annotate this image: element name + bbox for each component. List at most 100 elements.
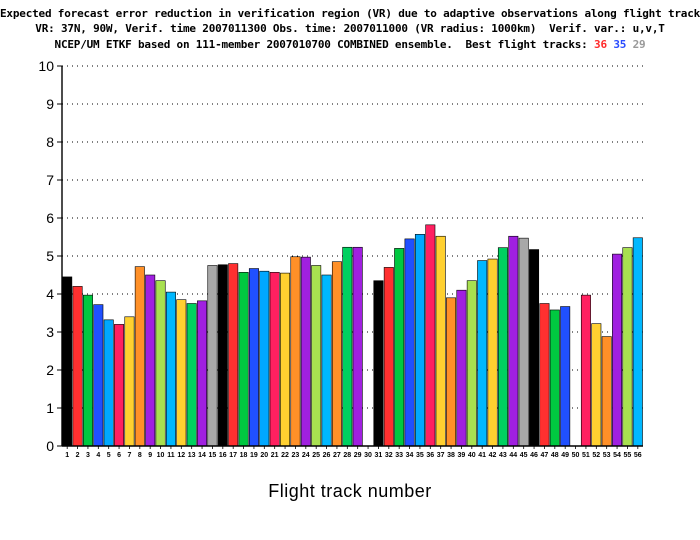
bar-56	[632, 237, 643, 447]
bar-21	[269, 272, 280, 447]
bar-54	[612, 253, 623, 447]
y-tick-label-5: 5	[46, 248, 54, 264]
best-track-3: 29	[632, 38, 646, 51]
x-tick-label-47: 47	[541, 452, 549, 459]
y-tick-label-8: 8	[46, 134, 54, 150]
bar-48	[549, 309, 560, 447]
x-tick-label-4: 4	[96, 452, 100, 459]
bar-4	[93, 304, 104, 447]
x-tick-label-30: 30	[364, 452, 372, 459]
bar-7	[124, 316, 135, 447]
x-tick-label-14: 14	[198, 452, 206, 459]
x-tick-label-35: 35	[416, 452, 424, 459]
x-tick-label-1: 1	[65, 452, 69, 459]
x-tick-label-23: 23	[292, 452, 300, 459]
x-tick-label-52: 52	[592, 452, 600, 459]
bar-19	[248, 268, 259, 447]
x-tick-label-24: 24	[302, 452, 310, 459]
x-tick-label-33: 33	[395, 452, 403, 459]
x-tick-label-46: 46	[530, 452, 538, 459]
bar-6	[114, 324, 125, 447]
x-tick-label-25: 25	[312, 452, 320, 459]
bar-18	[238, 272, 249, 447]
bar-37	[435, 235, 446, 447]
x-tick-label-18: 18	[240, 452, 248, 459]
y-tick-label-10: 10	[38, 58, 54, 74]
x-tick-label-19: 19	[250, 452, 258, 459]
bar-24	[300, 256, 311, 447]
bar-47	[539, 303, 550, 447]
x-tick-label-27: 27	[333, 452, 341, 459]
x-tick-label-2: 2	[76, 452, 80, 459]
x-tick-label-48: 48	[551, 452, 559, 459]
x-tick-label-22: 22	[281, 452, 289, 459]
bar-15	[207, 265, 218, 447]
bar-12	[176, 299, 187, 447]
bar-51	[580, 294, 591, 447]
y-tick-label-9: 9	[46, 96, 54, 112]
x-tick-label-55: 55	[624, 452, 632, 459]
bar-28	[342, 246, 353, 447]
x-tick-label-10: 10	[157, 452, 165, 459]
bar-41	[477, 260, 488, 447]
bar-46	[529, 249, 540, 447]
bar-35	[414, 234, 425, 447]
x-tick-label-36: 36	[426, 452, 434, 459]
x-tick-label-28: 28	[343, 452, 351, 459]
chart-title-line-2: VR: 37N, 90W, Verif. time 2007011300 Obs…	[35, 22, 665, 35]
y-tick-label-2: 2	[46, 362, 54, 378]
bar-55	[622, 247, 633, 447]
x-tick-label-39: 39	[458, 452, 466, 459]
x-tick-label-21: 21	[271, 452, 279, 459]
x-tick-label-11: 11	[167, 452, 175, 459]
bar-39	[456, 289, 467, 447]
x-tick-label-37: 37	[437, 452, 445, 459]
bar-11	[165, 291, 176, 447]
x-tick-label-54: 54	[613, 452, 621, 459]
bar-26	[321, 274, 332, 447]
bar-34	[404, 238, 415, 447]
bar-27	[331, 261, 342, 447]
bar-49	[560, 306, 571, 447]
bar-45	[518, 237, 529, 447]
bar-8	[134, 266, 145, 447]
x-tick-label-6: 6	[117, 452, 121, 459]
x-tick-label-44: 44	[509, 452, 517, 459]
x-tick-label-41: 41	[478, 452, 486, 459]
chart-title-line-1: Expected forecast error reduction in ver…	[0, 7, 700, 20]
x-tick-label-31: 31	[375, 452, 383, 459]
x-tick-label-32: 32	[385, 452, 393, 459]
bar-2	[72, 286, 83, 447]
x-tick-label-16: 16	[219, 452, 227, 459]
bar-38	[446, 297, 457, 447]
bar-14	[197, 300, 208, 447]
bar-17	[228, 263, 239, 447]
bar-29	[352, 246, 363, 447]
bar-13	[186, 303, 197, 447]
bar-44	[508, 235, 519, 447]
bar-16	[217, 264, 228, 447]
x-tick-label-50: 50	[572, 452, 580, 459]
x-tick-label-26: 26	[323, 452, 331, 459]
x-tick-label-56: 56	[634, 452, 642, 459]
x-axis-label: Flight track number	[268, 481, 432, 501]
x-tick-label-49: 49	[561, 452, 569, 459]
bar-23	[290, 256, 301, 447]
x-tick-label-15: 15	[209, 452, 217, 459]
bar-10	[155, 280, 166, 447]
x-tick-label-29: 29	[354, 452, 362, 459]
y-tick-label-7: 7	[46, 172, 54, 188]
x-tick-label-12: 12	[177, 452, 185, 459]
bar-20	[259, 270, 270, 447]
bar-53	[601, 336, 612, 447]
bar-33	[394, 248, 405, 447]
bar-22	[280, 272, 291, 447]
x-tick-label-20: 20	[260, 452, 268, 459]
x-tick-label-13: 13	[188, 452, 196, 459]
chart-title-line-3: NCEP/UM ETKF based on 111-member 2007010…	[0, 38, 700, 51]
bar-32	[383, 267, 394, 447]
x-tick-label-17: 17	[229, 452, 237, 459]
x-tick-label-42: 42	[489, 452, 497, 459]
bar-43	[497, 247, 508, 447]
